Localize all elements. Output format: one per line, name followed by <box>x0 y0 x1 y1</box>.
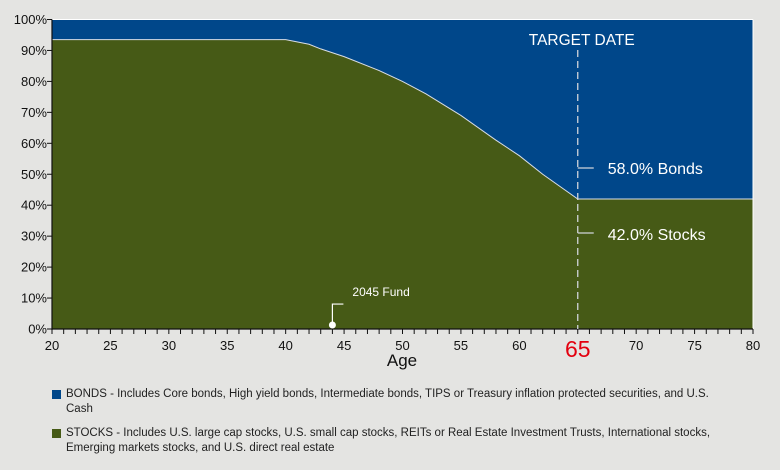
target-date-label: TARGET DATE <box>529 32 635 49</box>
y-tick-label: 80% <box>21 74 47 89</box>
x-tick-label: 50 <box>395 338 409 353</box>
legend-stocks-text: STOCKS - Includes U.S. large cap stocks,… <box>66 427 711 454</box>
x-tick-label: 75 <box>687 338 701 353</box>
x-axis-label: Age <box>387 351 417 370</box>
fund-marker-label: 2045 Fund <box>352 285 409 299</box>
x-tick-label: 30 <box>162 338 176 353</box>
y-tick-label: 100% <box>14 12 48 27</box>
x-tick-label: 70 <box>629 338 643 353</box>
y-tick-label: 0% <box>28 322 47 337</box>
x-tick-label: 60 <box>512 338 526 353</box>
x-tick-label: 20 <box>45 338 59 353</box>
y-tick-label: 10% <box>21 291 47 306</box>
legend-bonds-text: BONDS - Includes Core bonds, High yield … <box>66 388 709 415</box>
legend-item-bonds: BONDS - Includes Core bonds, High yield … <box>52 387 712 417</box>
x-tick-label: 40 <box>278 338 292 353</box>
x-tick-label: 55 <box>454 338 468 353</box>
stocks-label: 42.0% Stocks <box>608 227 706 244</box>
y-tick-label: 70% <box>21 105 47 120</box>
bonds-label: 58.0% Bonds <box>608 161 703 178</box>
x-tick-label-highlight: 65 <box>565 336 591 362</box>
x-tick-label: 25 <box>103 338 117 353</box>
y-tick-label: 30% <box>21 229 47 244</box>
fund-marker-dot <box>328 321 336 329</box>
stocks-area <box>52 39 753 330</box>
fund-marker-leader <box>331 303 344 325</box>
y-tick-label: 40% <box>21 198 47 213</box>
x-tick-label: 35 <box>220 338 234 353</box>
x-tick-label: 80 <box>746 338 760 353</box>
stocks-swatch <box>52 429 61 438</box>
x-tick-label: 45 <box>337 338 351 353</box>
y-tick-label: 50% <box>21 167 47 182</box>
y-tick-label: 90% <box>21 43 47 58</box>
bonds-swatch <box>52 390 61 399</box>
boundary-line <box>52 39 753 200</box>
legend-item-stocks: STOCKS - Includes U.S. large cap stocks,… <box>52 426 712 456</box>
y-tick-label: 60% <box>21 136 47 151</box>
glide-path-chart: 0% 10% 20% 30% 40% 50% 60% 70% 80% 90% 100% 20 25 30 3… <box>14 12 760 370</box>
y-tick-label: 20% <box>21 260 47 275</box>
